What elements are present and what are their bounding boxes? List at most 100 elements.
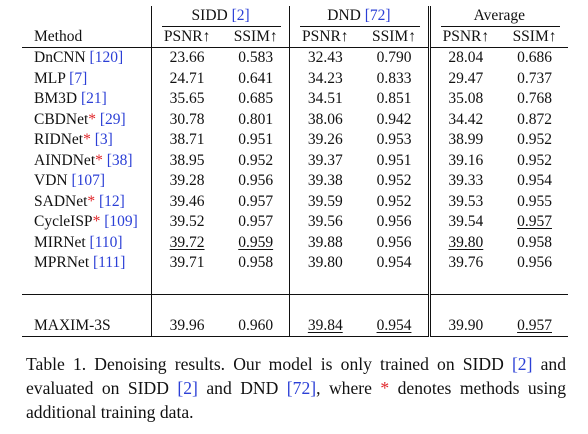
table-row: DnCNN [120] 23.66 0.583 32.43 0.790 28.04 0.68… bbox=[22, 47, 568, 69]
metric-value: 0.951 bbox=[238, 131, 274, 149]
citation: [7] bbox=[69, 69, 88, 87]
citation: [111] bbox=[93, 254, 126, 272]
spacer-cell bbox=[22, 273, 152, 295]
metric-value: 0.942 bbox=[376, 110, 412, 128]
method-label: MPRNet bbox=[34, 254, 90, 272]
method-name: CycleISP* [109] bbox=[22, 212, 152, 233]
extra-data-star: * bbox=[83, 131, 91, 149]
metric-value: 39.71 bbox=[151, 253, 223, 274]
metric-value: 35.08 bbox=[427, 89, 502, 110]
metric-value: 0.583 bbox=[222, 47, 290, 69]
table-row: MPRNet [111] 39.71 0.958 39.80 0.954 39.76 0.9… bbox=[22, 253, 568, 274]
metric-value: 0.957 bbox=[501, 315, 568, 337]
spacer-cell bbox=[501, 295, 568, 316]
metric-value: 0.641 bbox=[238, 69, 274, 87]
metric-value: 39.80 bbox=[289, 253, 361, 274]
metric-value: 0.957 bbox=[238, 192, 274, 210]
metric-value: 39.59 bbox=[289, 191, 361, 212]
metric-value: 0.959 bbox=[238, 233, 274, 251]
metric-value: 0.685 bbox=[238, 90, 274, 108]
metric-value: 0.952 bbox=[517, 151, 552, 169]
group-dnd: DND [72] bbox=[289, 6, 430, 27]
metric-value: 39.84 bbox=[289, 315, 361, 337]
citation: [21] bbox=[80, 90, 107, 108]
method-name: RIDNet* [3] bbox=[22, 130, 152, 151]
metric-value: 28.04 bbox=[427, 47, 502, 69]
method-name: SADNet* [12] bbox=[22, 192, 152, 213]
spacer-cell bbox=[501, 273, 568, 295]
method-label: DnCNN bbox=[34, 49, 86, 67]
metric-header: SSIM↑ bbox=[360, 26, 430, 48]
metric-value: 39.16 bbox=[427, 150, 502, 171]
metric-value: 0.960 bbox=[222, 315, 290, 337]
method-header: Method bbox=[22, 26, 152, 48]
metric-value: 0.956 bbox=[517, 254, 552, 272]
metric-value: 39.88 bbox=[289, 232, 361, 253]
table-row: RIDNet* [3] 38.71 0.951 39.26 0.953 38.99 0.95… bbox=[22, 130, 568, 151]
method-name: MLP [7] bbox=[22, 69, 152, 90]
spacer-cell bbox=[360, 295, 429, 316]
group-header-row: SIDD [2] DND [72] Average bbox=[22, 6, 568, 27]
metric-value: 35.65 bbox=[151, 89, 223, 110]
metric-value: 38.71 bbox=[151, 130, 223, 151]
citation: [110] bbox=[89, 233, 123, 251]
method-name: MPRNet [111] bbox=[22, 253, 152, 274]
metric-value: 39.54 bbox=[427, 212, 502, 233]
table-row: AINDNet* [38] 38.95 0.952 39.37 0.951 39.16 0.… bbox=[22, 150, 568, 172]
metric-value: 0.790 bbox=[360, 47, 430, 69]
table-row: CBDNet* [29] 30.78 0.801 38.06 0.942 34.42 0.8… bbox=[22, 109, 568, 131]
metric-value: 0.957 bbox=[517, 213, 552, 231]
method-label: RIDNet bbox=[34, 131, 84, 149]
spacer-cell bbox=[427, 273, 502, 295]
spacer-cell bbox=[222, 295, 289, 316]
metric-header: SSIM↑ bbox=[501, 26, 568, 48]
table-row: CycleISP* [109] 39.52 0.957 39.56 0.956 39.54… bbox=[22, 212, 568, 233]
metric-value: 39.37 bbox=[289, 150, 361, 171]
metric-value: 34.51 bbox=[289, 89, 361, 110]
method-name: MIRNet [110] bbox=[22, 233, 152, 254]
group-sidd: SIDD [2] bbox=[150, 6, 290, 27]
group-average: Average bbox=[427, 6, 568, 27]
method-name: AINDNet* [38] bbox=[22, 151, 152, 172]
metric-header: PSNR↑ bbox=[289, 26, 361, 48]
metric-header: SSIM↑ bbox=[222, 26, 290, 48]
metric-value: 0.952 bbox=[238, 151, 274, 169]
metric-value: 0.956 bbox=[376, 213, 412, 231]
results-table: SIDD [2] DND [72] Average Method PSNR↑ S… bbox=[22, 6, 568, 337]
metric-header: PSNR↑ bbox=[151, 26, 223, 48]
metric-value: 39.56 bbox=[289, 212, 361, 233]
metric-value: 38.06 bbox=[289, 109, 361, 130]
table-row: MIRNet [110] 39.72 0.959 39.88 0.956 39.80 0.9… bbox=[22, 232, 568, 254]
table-row: VDN [107] 39.28 0.956 39.38 0.952 39.33 0.954 bbox=[22, 171, 568, 192]
method-name: DnCNN [120] bbox=[22, 47, 152, 69]
method-label: VDN bbox=[34, 172, 68, 190]
metric-value: 30.78 bbox=[151, 109, 223, 130]
method-label: SADNet bbox=[34, 192, 88, 210]
table-caption: Table 1. Denoising results. Our model is… bbox=[26, 354, 567, 422]
metric-value: 0.737 bbox=[517, 69, 552, 87]
citation: [3] bbox=[94, 131, 113, 149]
spacer-cell bbox=[222, 273, 290, 295]
metric-value: 39.26 bbox=[289, 130, 361, 151]
metric-value: 0.833 bbox=[376, 69, 412, 87]
metric-header: PSNR↑ bbox=[427, 26, 502, 48]
metric-value: 0.952 bbox=[517, 131, 552, 149]
metric-value: 0.958 bbox=[238, 254, 274, 272]
rule-spacer bbox=[22, 294, 568, 316]
metric-value: 39.38 bbox=[289, 171, 361, 192]
metric-value: 39.46 bbox=[151, 191, 223, 212]
spacer-cell bbox=[360, 273, 430, 295]
spacer-cell bbox=[289, 273, 361, 295]
metric-value: 39.33 bbox=[427, 171, 502, 192]
method-name: CBDNet* [29] bbox=[22, 110, 152, 131]
metric-value: 0.955 bbox=[517, 192, 552, 210]
metric-value: 0.686 bbox=[501, 47, 568, 69]
extra-data-star: * bbox=[95, 151, 103, 169]
table-row: SADNet* [12] 39.46 0.957 39.59 0.952 39.53 0.9… bbox=[22, 191, 568, 213]
method-label: MLP bbox=[34, 69, 66, 87]
metric-value: 39.72 bbox=[151, 232, 223, 253]
metric-value: 39.80 bbox=[427, 232, 502, 253]
metric-value: 0.954 bbox=[376, 254, 412, 272]
metric-value: 0.872 bbox=[517, 110, 552, 128]
results-body: DnCNN [120] 23.66 0.583 32.43 0.790 28.04 0.68… bbox=[22, 47, 568, 337]
